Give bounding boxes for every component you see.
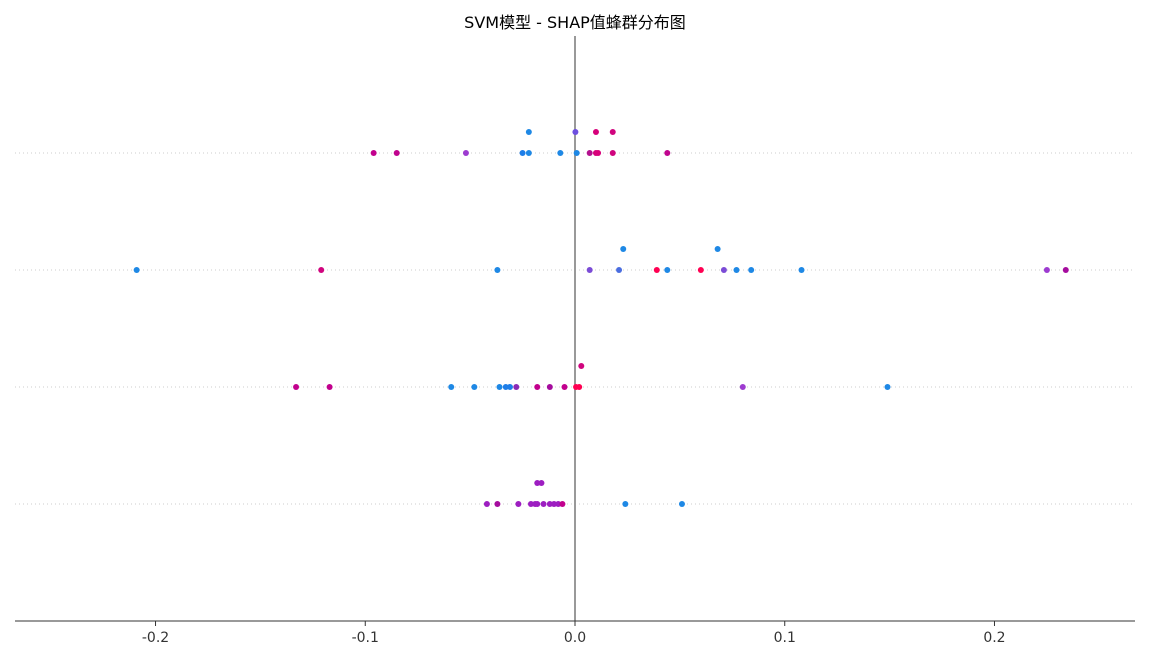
shap-point-row3-9	[513, 384, 520, 390]
shap-point-row2-2	[714, 246, 721, 252]
shap-point-row4-12	[555, 501, 562, 507]
shap-point-row1-14	[595, 150, 602, 156]
x-tick-label-5: 0.2	[983, 630, 1005, 646]
shap-point-row4-3	[483, 501, 490, 507]
shap-point-row4-2	[538, 480, 545, 486]
shap-point-row4-8	[534, 501, 541, 507]
shap-point-row2-10	[697, 267, 704, 273]
shap-point-row4-13	[559, 501, 566, 507]
shap-point-row2-14	[798, 267, 805, 273]
shap-point-row1-5	[370, 150, 377, 156]
shap-point-row1-8	[519, 150, 526, 156]
shap-point-row2-1	[620, 246, 627, 252]
shap-point-row2-12	[733, 267, 740, 273]
shap-point-row3-1	[578, 363, 585, 369]
shap-point-row2-15	[1043, 267, 1050, 273]
shap-point-row3-6	[496, 384, 503, 390]
shap-point-row2-3	[133, 267, 140, 273]
shap-point-row1-2	[572, 129, 579, 135]
shap-point-row4-15	[678, 501, 685, 507]
chart-title: SVM模型 - SHAP值蜂群分布图	[464, 13, 686, 32]
shap-point-row2-4	[318, 267, 325, 273]
shap-point-row3-14	[576, 384, 583, 390]
shap-points	[133, 129, 1069, 507]
shap-point-row2-7	[616, 267, 623, 273]
shap-point-row2-9	[664, 267, 671, 273]
shap-point-row4-6	[527, 501, 534, 507]
shap-point-row2-6	[586, 267, 593, 273]
shap-point-row1-12	[586, 150, 593, 156]
shap-point-row1-15	[609, 150, 616, 156]
shap-point-row4-1	[534, 480, 541, 486]
shap-point-row1-3	[592, 129, 599, 135]
shap-point-row1-10	[557, 150, 564, 156]
shap-point-row3-11	[546, 384, 553, 390]
shap-point-row4-9	[540, 501, 547, 507]
shap-point-row1-7	[462, 150, 469, 156]
shap-point-row4-11	[551, 501, 558, 507]
shap-point-row2-16	[1062, 267, 1069, 273]
shap-point-row3-12	[561, 384, 568, 390]
shap-point-row2-13	[748, 267, 755, 273]
shap-point-row3-10	[534, 384, 541, 390]
shap-point-row3-4	[448, 384, 455, 390]
shap-point-row1-11	[573, 150, 580, 156]
x-tick-label-2: -0.1	[352, 630, 379, 646]
shap-point-row3-5	[471, 384, 478, 390]
shap-point-row4-14	[622, 501, 629, 507]
shap-point-row1-9	[525, 150, 532, 156]
shap-point-row2-5	[494, 267, 501, 273]
shap-point-row3-7	[502, 384, 509, 390]
shap-point-row3-8	[506, 384, 513, 390]
shap-point-row4-10	[546, 501, 553, 507]
shap-point-row3-2	[293, 384, 300, 390]
shap-point-row2-11	[720, 267, 727, 273]
shap-point-row1-6	[393, 150, 400, 156]
shap-point-row3-3	[326, 384, 333, 390]
shap-point-row4-5	[515, 501, 522, 507]
shap-point-row1-1	[525, 129, 532, 135]
x-tick-label-3: 0.0	[564, 630, 586, 646]
x-tick-label-1: -0.2	[142, 630, 169, 646]
shap-point-row1-16	[664, 150, 671, 156]
shap-point-row4-4	[494, 501, 501, 507]
shap-point-row1-4	[609, 129, 616, 135]
shap-point-row3-15	[739, 384, 746, 390]
shap-point-row2-8	[653, 267, 660, 273]
shap-point-row3-16	[884, 384, 891, 390]
x-axis: -0.2 -0.1 0.0 0.1 0.2	[15, 620, 1135, 646]
x-tick-label-4: 0.1	[774, 630, 796, 646]
